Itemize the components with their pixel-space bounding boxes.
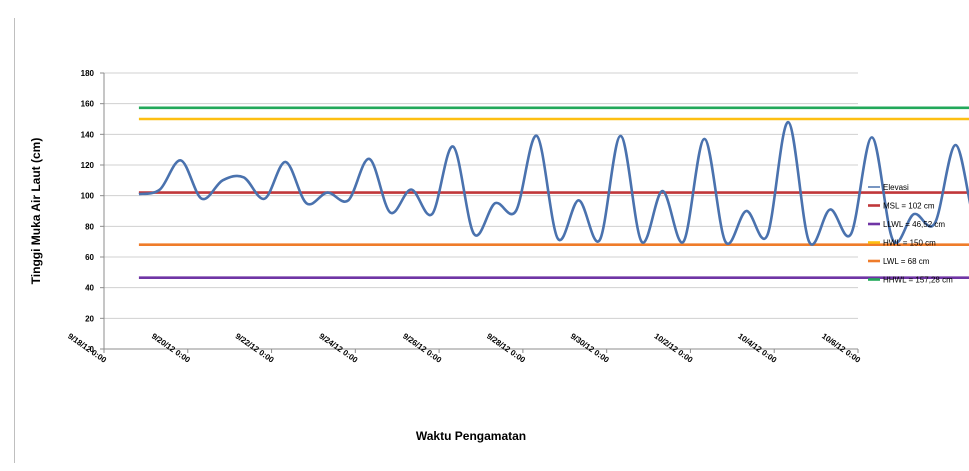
y-tick-label: 40 xyxy=(85,284,94,293)
elevasi-line xyxy=(138,120,969,246)
x-tick-label: 9/28/12 0:00 xyxy=(485,331,527,364)
y-tick-label: 140 xyxy=(81,130,95,139)
frame-left-border xyxy=(14,18,15,463)
reference-lines xyxy=(138,106,969,279)
legend: Elevasi MSL = 102 cm LLWL = 46,52 cm HWL = … xyxy=(868,183,953,285)
legend-item-label: Elevasi xyxy=(883,183,909,192)
y-tick-label: 100 xyxy=(81,192,95,201)
x-tick-label: 9/22/12 0:00 xyxy=(234,331,276,364)
y-axis-title: Tinggi Muka Air Laut (cm) xyxy=(29,138,43,285)
legend-item-label: MSL = 102 cm xyxy=(883,202,935,211)
y-tick-label: 180 xyxy=(81,69,95,78)
x-tick-label: 10/4/12 0:00 xyxy=(736,331,778,364)
x-tick-labels: 9/18/12 0:00 9/20/12 0:00 9/22/12 0:00 9/24… xyxy=(66,331,862,364)
axes xyxy=(100,72,859,353)
y-tick-label: 160 xyxy=(81,100,95,109)
x-tick-label: 9/20/12 0:00 xyxy=(150,331,192,364)
y-tick-label: 120 xyxy=(81,161,95,170)
x-tick-label: 10/6/12 0:00 xyxy=(820,331,862,364)
series-layer xyxy=(138,120,969,246)
x-axis-title: Waktu Pengamatan xyxy=(416,429,526,443)
y-tick-label: 80 xyxy=(85,222,94,231)
x-tick-label: 9/26/12 0:00 xyxy=(401,331,443,364)
y-tick-label: 20 xyxy=(85,314,94,323)
x-tick-label: 10/2/12 0:00 xyxy=(652,331,694,364)
y-tick-labels: 0 20 40 60 80 100 120 140 160 180 xyxy=(81,69,95,354)
x-tick-label: 9/24/12 0:00 xyxy=(317,331,359,364)
legend-item-label: HHWL = 157,28 cm xyxy=(883,276,953,285)
x-tick-label: 9/18/12 0:00 xyxy=(66,331,108,364)
y-tick-label: 60 xyxy=(85,253,94,262)
y-tick-label: 0 xyxy=(90,345,95,354)
x-tick-label: 9/30/12 0:00 xyxy=(569,331,611,364)
legend-item-label: LLWL = 46,52 cm xyxy=(883,220,945,229)
legend-item-label: HWL = 150 cm xyxy=(883,239,936,248)
grid-lines xyxy=(104,72,858,319)
legend-item-label: LWL = 68 cm xyxy=(883,257,930,266)
